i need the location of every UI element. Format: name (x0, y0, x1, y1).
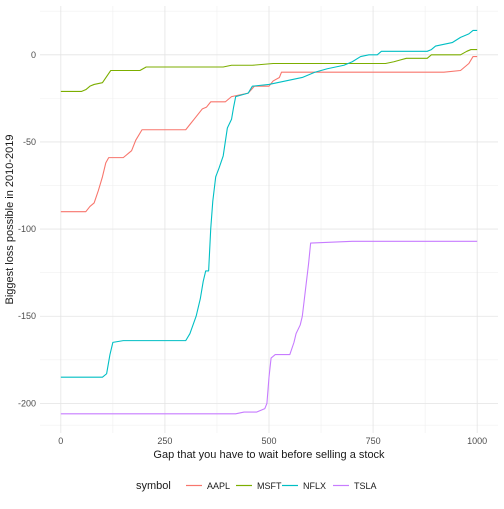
legend-label: NFLX (303, 481, 326, 491)
legend-title: symbol (136, 480, 171, 492)
y-axis-title: Biggest loss possible in 2010-2019 (4, 134, 16, 304)
series-line-msft (60, 49, 478, 92)
legend-items: AAPL MSFT NFLX TSLA (186, 481, 377, 491)
y-tick-label: -200 (18, 398, 36, 408)
x-axis-title: Gap that you have to wait before selling… (153, 449, 385, 461)
x-axis-ticks: 0 250 500 750 1000 (58, 436, 487, 446)
legend-label: TSLA (354, 481, 377, 491)
y-tick-label: -100 (18, 224, 36, 234)
legend-item-nflx: NFLX (282, 481, 326, 491)
y-tick-label: -150 (18, 311, 36, 321)
legend-item-msft: MSFT (236, 481, 282, 491)
x-tick-label: 0 (58, 436, 63, 446)
major-grid (40, 6, 498, 433)
y-tick-label: -50 (23, 137, 36, 147)
x-tick-label: 750 (366, 436, 381, 446)
y-tick-label: 0 (31, 50, 36, 60)
x-tick-label: 500 (261, 436, 276, 446)
series-lines (60, 29, 478, 415)
series-line-aapl (60, 55, 478, 213)
series-line-nflx (60, 29, 478, 378)
legend-item-aapl: AAPL (186, 481, 230, 491)
y-axis-ticks: 0 -50 -100 -150 -200 (18, 50, 36, 409)
series-line-tsla (60, 240, 478, 415)
legend-item-tsla: TSLA (333, 481, 377, 491)
legend: symbol AAPL MSFT NFLX TSLA (136, 480, 377, 492)
legend-label: MSFT (257, 481, 282, 491)
legend-label: AAPL (207, 481, 230, 491)
x-tick-label: 1000 (467, 436, 487, 446)
x-tick-label: 250 (157, 436, 172, 446)
